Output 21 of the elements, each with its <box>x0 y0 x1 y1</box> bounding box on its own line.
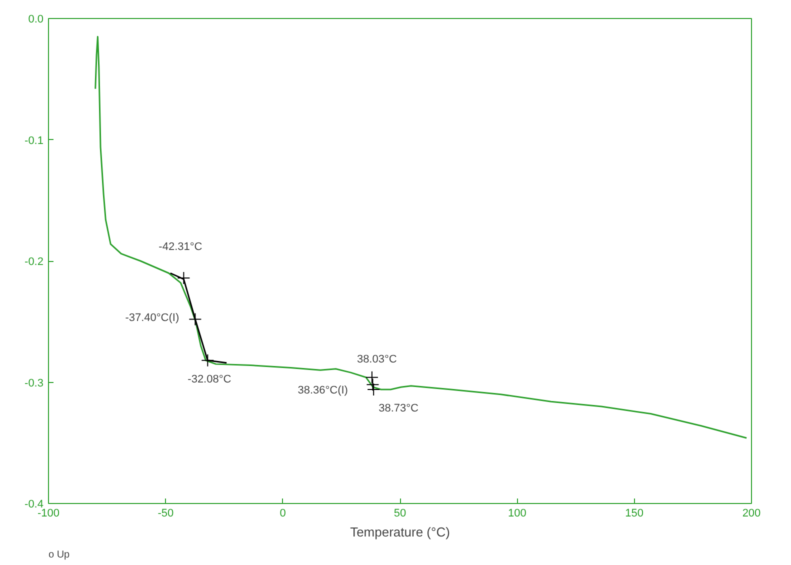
y-tick-label: -0.1 <box>24 134 44 147</box>
y-tick-label: -0.2 <box>24 256 44 268</box>
x-axis-title: Temperature (°C) <box>350 524 450 540</box>
line-series <box>94 36 748 439</box>
y-tick-label: -0.3 <box>24 377 44 390</box>
annotation: 38.03°C <box>356 353 397 366</box>
annotation: -42.31°C <box>158 240 202 253</box>
x-tick-label: 150 <box>625 508 644 520</box>
x-tick-label: 0 <box>280 508 286 520</box>
x-tick-label: 200 <box>742 508 761 520</box>
y-tick-label: 0.0 <box>28 14 44 26</box>
x-tick-label: -100 <box>37 508 60 520</box>
annotation: 38.73°C <box>378 402 419 415</box>
y-tick-label: -0.4 <box>24 498 44 510</box>
x-tick-label: -50 <box>158 508 174 520</box>
text: o Up <box>48 550 70 560</box>
x-tick-label: 100 <box>508 508 526 520</box>
x-tick-label: 50 <box>394 508 406 520</box>
annotation: -32.08°C <box>188 373 232 386</box>
annotation: 38.36°C(I) <box>298 384 348 397</box>
annotation: -37.40°C(I) <box>125 312 180 324</box>
